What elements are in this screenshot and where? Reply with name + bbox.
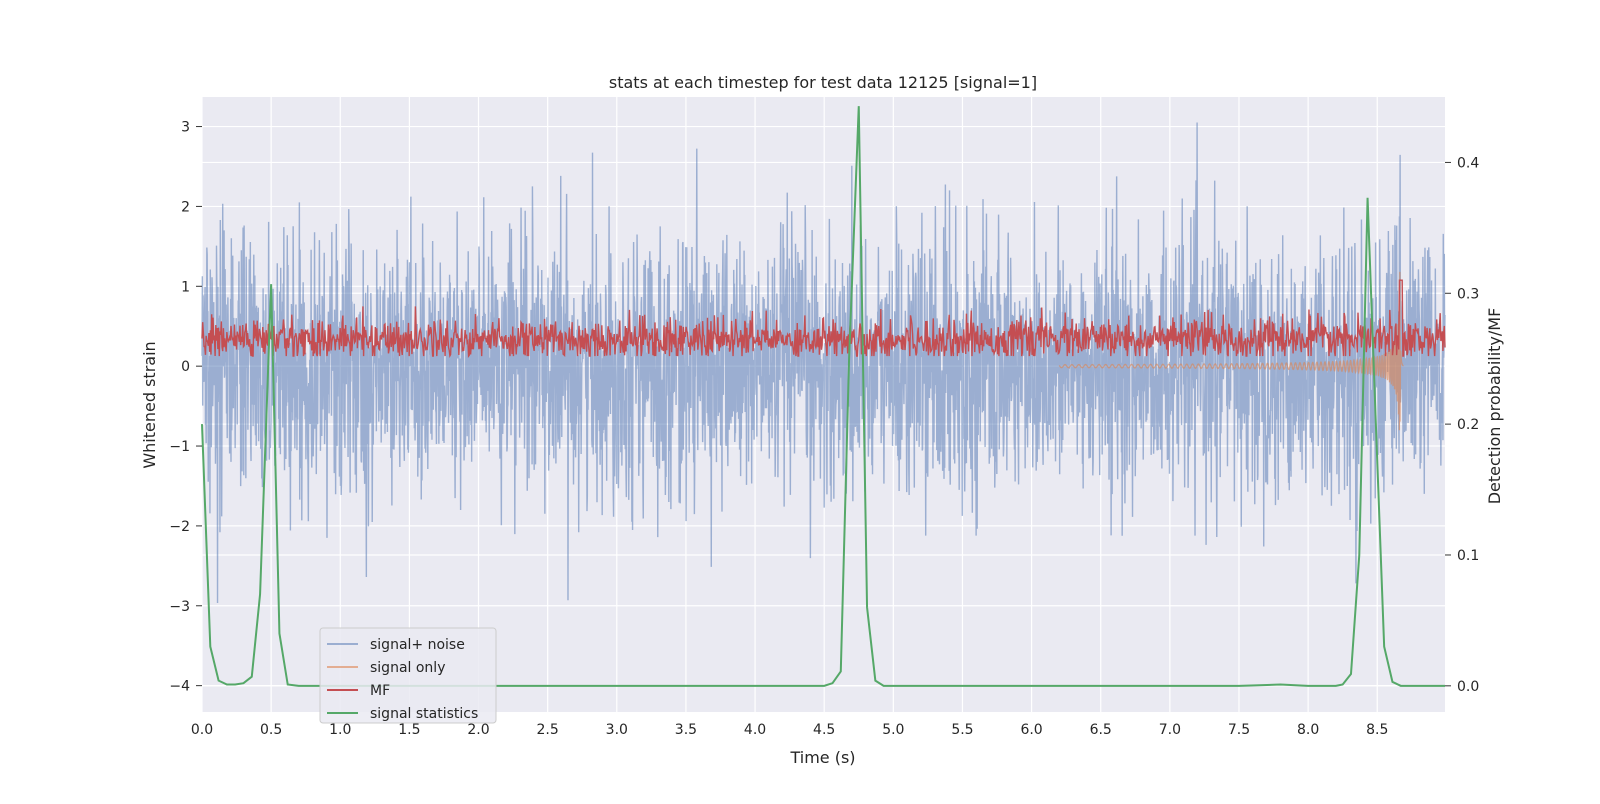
legend-label: MF bbox=[370, 683, 390, 699]
y-tick-label: −4 bbox=[169, 679, 190, 695]
y-tick-label: −1 bbox=[169, 439, 190, 455]
legend: signal+ noise signal only MF signal statist… bbox=[319, 627, 497, 724]
x-tick-label: 3.0 bbox=[606, 722, 628, 738]
y-tick-label: 0 bbox=[181, 359, 190, 375]
y-tick-label: 1 bbox=[181, 279, 190, 295]
x-tick-label: 6.0 bbox=[1020, 722, 1042, 738]
x-tick-label: 1.0 bbox=[329, 722, 351, 738]
y-right-tick-label: 0.0 bbox=[1457, 679, 1479, 695]
y-right-tick-label: 0.2 bbox=[1457, 417, 1479, 433]
x-axis-label: Time (s) bbox=[789, 748, 855, 767]
series-signal-statistics bbox=[201, 106, 1445, 687]
y-tick-label: 2 bbox=[181, 199, 190, 215]
x-tick-label: 0.0 bbox=[191, 722, 213, 738]
y-axis-label-left: Whitened strain bbox=[140, 341, 159, 468]
chart-title: stats at each timestep for test data 121… bbox=[609, 73, 1037, 92]
legend-label: signal+ noise bbox=[370, 637, 465, 653]
x-tick-label: 4.0 bbox=[744, 722, 766, 738]
y-right-tick-label: 0.4 bbox=[1457, 155, 1479, 171]
series-layer bbox=[201, 106, 1446, 687]
x-tick-label: 0.5 bbox=[260, 722, 282, 738]
x-tick-label: 8.5 bbox=[1366, 722, 1388, 738]
x-tick-label: 4.5 bbox=[813, 722, 835, 738]
x-tick-label: 7.0 bbox=[1159, 722, 1181, 738]
y-tick-label: −2 bbox=[169, 519, 190, 535]
x-tick-label: 5.5 bbox=[951, 722, 973, 738]
legend-label: signal only bbox=[370, 660, 445, 676]
y-tick-label: −3 bbox=[169, 599, 190, 615]
x-tick-label: 7.5 bbox=[1228, 722, 1250, 738]
legend-label: signal statistics bbox=[370, 706, 478, 722]
x-tick-label: 6.5 bbox=[1090, 722, 1112, 738]
x-tick-label: 3.5 bbox=[675, 722, 697, 738]
x-tick-label: 2.0 bbox=[467, 722, 489, 738]
x-tick-label: 1.5 bbox=[398, 722, 420, 738]
y-tick-label: 3 bbox=[181, 120, 190, 136]
y-right-tick-label: 0.1 bbox=[1457, 548, 1479, 564]
y-axis-label-right: Detection probability/MF bbox=[1485, 308, 1504, 505]
axes: 0.0 0.5 1.0 1.5 2.0 2.5 3.0 3.5 4.0 4.5 5.0 5.5 6.0 6… bbox=[169, 120, 1479, 738]
x-tick-label: 2.5 bbox=[537, 722, 559, 738]
y-right-tick-label: 0.3 bbox=[1457, 286, 1479, 302]
legend-box bbox=[319, 627, 497, 724]
series-signal-noise bbox=[201, 122, 1446, 603]
x-tick-label: 5.0 bbox=[882, 722, 904, 738]
x-tick-label: 8.0 bbox=[1297, 722, 1319, 738]
series-signal-only bbox=[1058, 271, 1404, 431]
series-mf bbox=[201, 279, 1446, 359]
